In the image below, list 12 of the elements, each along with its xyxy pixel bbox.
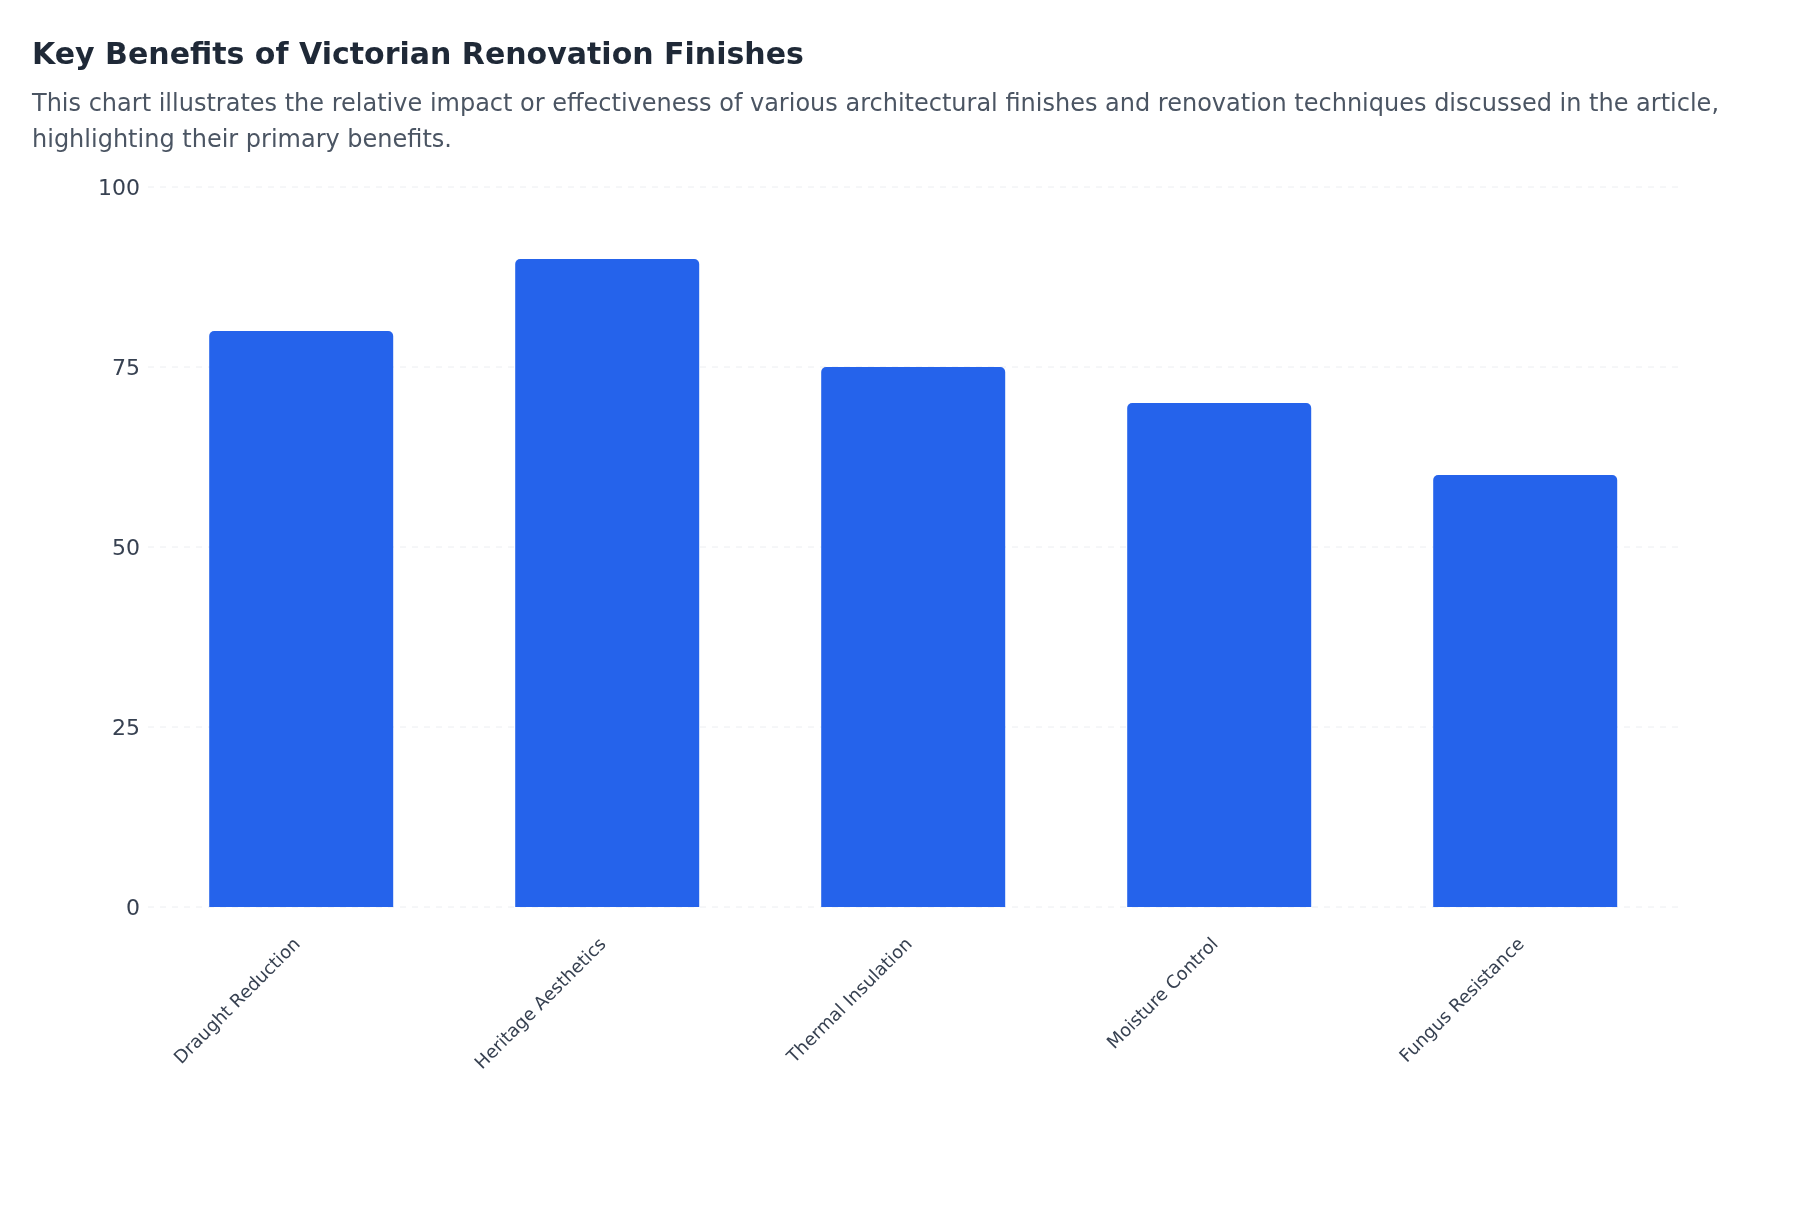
bar [515,259,700,907]
chart-title: Key Benefits of Victorian Renovation Finishes [32,36,805,71]
y-tick-label: 100 [98,174,140,200]
bar [1433,475,1618,907]
bar [821,367,1006,907]
y-tick-label: 0 [126,894,140,920]
bar [1127,403,1312,907]
chart-subtitle: This chart illustrates the relative impact or effectiveness of various architectural finishes and renovation techniques discussed in the article, highlighting their primary benefits. [32,88,1720,155]
y-tick-label: 50 [112,534,140,560]
y-tick-label: 75 [112,354,140,380]
bar [209,331,394,907]
y-tick-label: 25 [112,714,140,740]
